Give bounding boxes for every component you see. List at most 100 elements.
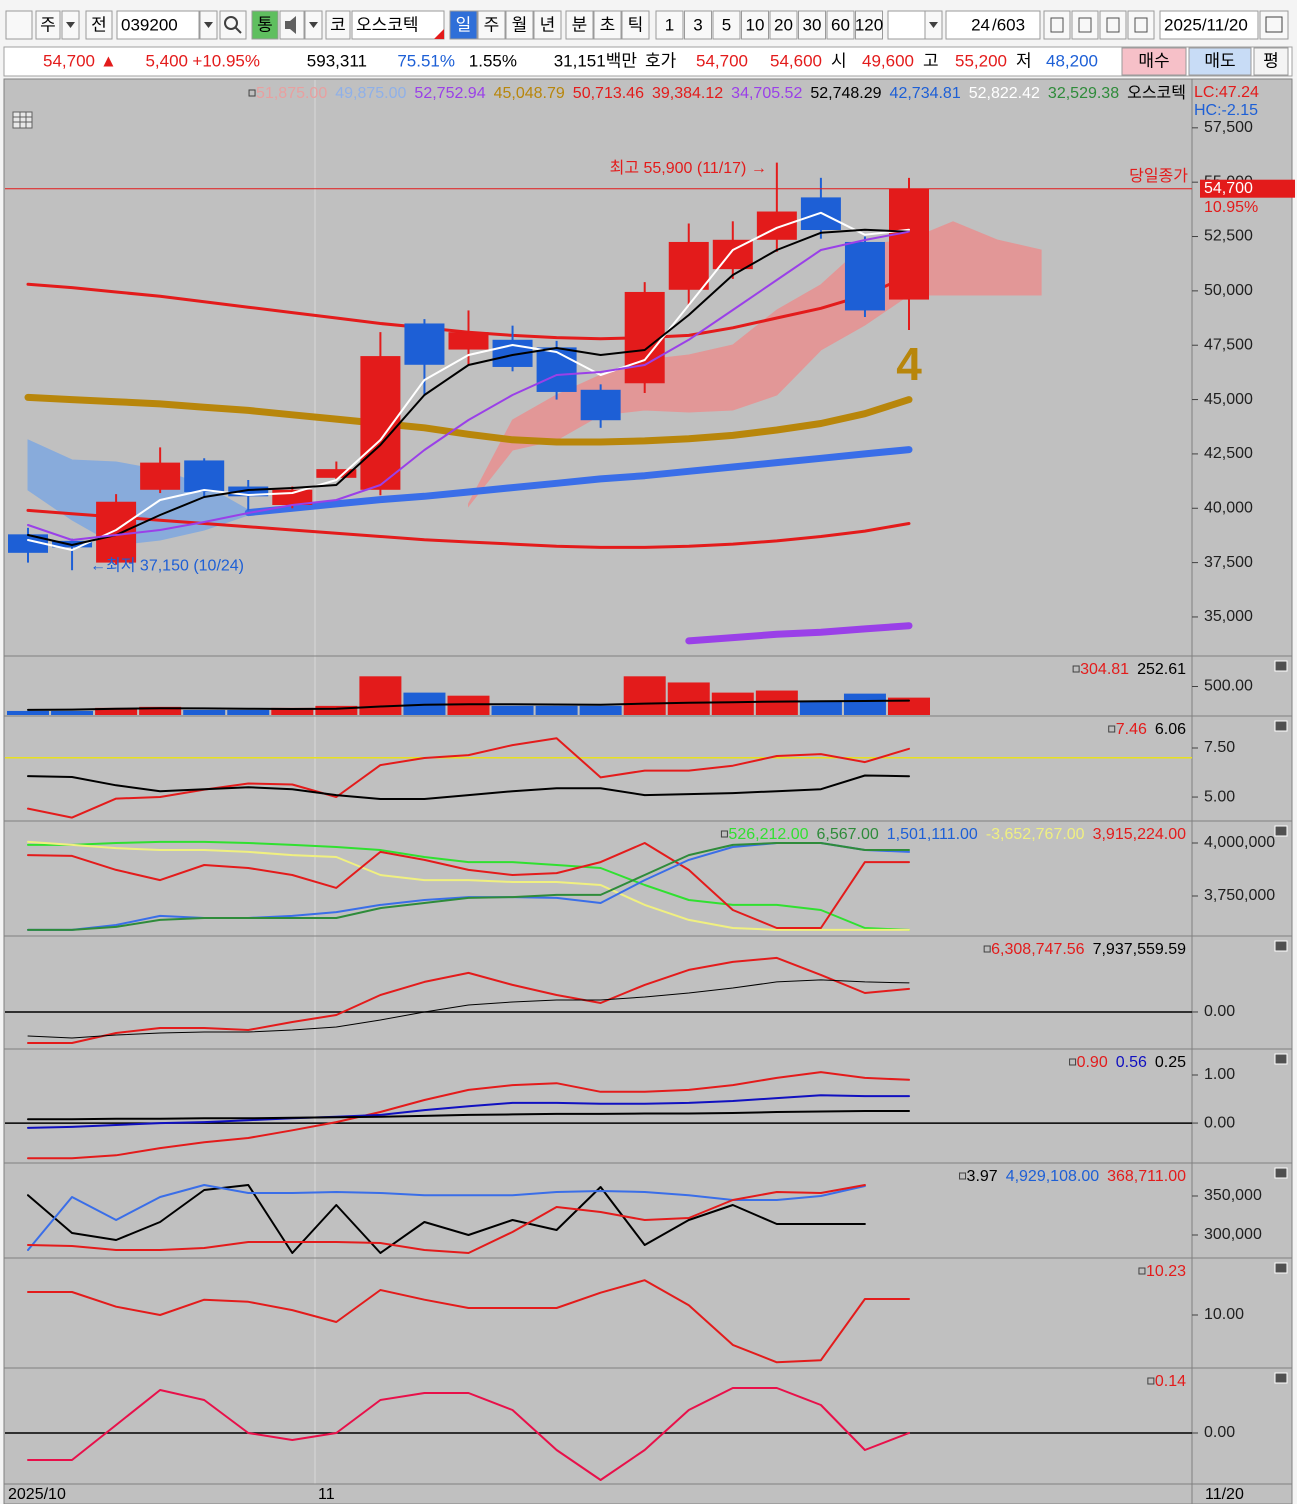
high-annotation: 최고 55,900 (11/17) → xyxy=(610,159,767,177)
y-tick-label: 45,000 xyxy=(1204,391,1253,408)
y-tick-label: 52,500 xyxy=(1204,228,1253,245)
panel-button[interactable] xyxy=(1274,1262,1288,1274)
toolbar-label[interactable]: 30 xyxy=(803,15,822,34)
candle-body xyxy=(404,323,445,365)
trade-button[interactable] xyxy=(1253,47,1289,76)
toolbar-button[interactable] xyxy=(477,10,506,40)
legend-value: 304.81 xyxy=(1080,661,1129,678)
tool-icon[interactable] xyxy=(1071,10,1099,40)
toolbar-label[interactable]: 주 xyxy=(40,15,56,34)
toolbar-label[interactable]: 20 xyxy=(774,15,793,34)
toolbar-button[interactable] xyxy=(533,10,562,40)
trade-button[interactable] xyxy=(1188,47,1252,76)
toolbar-button[interactable] xyxy=(712,10,741,40)
y-tick-label: 40,000 xyxy=(1204,499,1253,516)
toolbar-label[interactable]: 분 xyxy=(572,15,588,34)
toolbar-button[interactable] xyxy=(798,10,826,40)
toolbar-label[interactable]: 년 xyxy=(540,15,556,34)
indicator-line xyxy=(27,842,910,931)
y-tick-label: 7.50 xyxy=(1204,739,1235,756)
toolbar-label[interactable]: 10 xyxy=(746,15,765,34)
quote-field: 54,600 xyxy=(770,51,822,70)
tool-icon[interactable] xyxy=(1099,10,1127,40)
toolbar-button[interactable] xyxy=(565,10,594,40)
toolbar-label[interactable]: 주 xyxy=(484,15,500,34)
tool-icon[interactable] xyxy=(1043,10,1071,40)
trade-label[interactable]: 매수 xyxy=(1138,51,1169,70)
panel: 57,50055,00052,50050,00047,50045,00042,5… xyxy=(5,84,1295,645)
calendar-button[interactable] xyxy=(1259,10,1289,40)
toolbar-button[interactable] xyxy=(741,10,769,40)
toolbar-label[interactable]: 3 xyxy=(693,15,702,34)
toolbar-button[interactable] xyxy=(593,10,622,40)
toolbar-button[interactable] xyxy=(826,10,855,40)
toolbar-button[interactable] xyxy=(85,10,113,40)
name-box[interactable] xyxy=(351,10,445,40)
trade-button[interactable] xyxy=(1121,47,1187,76)
legend-value: 6.06 xyxy=(1155,721,1186,738)
panel: 4,000,000 3,750,000 3,915,224.00 -3,652,767… xyxy=(4,820,1292,931)
toolbar-label[interactable]: 틱 xyxy=(628,15,644,34)
toolbar-button[interactable] xyxy=(684,10,712,40)
y-tick-label: 37,500 xyxy=(1204,554,1253,571)
panel-button[interactable] xyxy=(1274,1053,1288,1065)
trade-label[interactable]: 평 xyxy=(1263,51,1279,70)
panel-button[interactable] xyxy=(1274,1167,1288,1179)
panel-button[interactable] xyxy=(1274,825,1288,837)
toolbar-button[interactable] xyxy=(116,10,200,40)
toolbar-label[interactable]: 60 xyxy=(831,15,850,34)
quote-field: 시 xyxy=(831,51,847,70)
toolbar-label[interactable]: 전 xyxy=(91,15,107,34)
quote-field: ▲ xyxy=(100,51,117,70)
search-button[interactable] xyxy=(219,10,247,40)
volume-bar xyxy=(491,705,534,715)
toolbar-button[interactable] xyxy=(769,10,798,40)
panel-button[interactable] xyxy=(1274,1372,1288,1384)
toolbar-label[interactable]: 2025/11/20 xyxy=(1164,15,1248,34)
toolbar-label[interactable]: 통 xyxy=(257,15,273,34)
dropdown-arrow xyxy=(204,22,213,28)
quote-field: 저 xyxy=(1016,51,1032,70)
toolbar-button[interactable] xyxy=(621,10,650,40)
indicator-line xyxy=(27,956,910,1044)
toolbar-button[interactable] xyxy=(855,10,883,40)
wave-label: 4 xyxy=(896,338,922,390)
toolbar-label[interactable]: 일 xyxy=(456,15,472,34)
dropdown-arrow xyxy=(66,22,75,28)
toolbar-label[interactable]: 1 xyxy=(665,15,674,34)
toolbar-button[interactable] xyxy=(505,10,534,40)
legend-marker xyxy=(1108,725,1116,733)
grid-icon[interactable] xyxy=(12,111,33,129)
toolbar-button[interactable] xyxy=(449,10,478,40)
toolbar-label[interactable]: 월 xyxy=(512,15,528,34)
legend-value: 7.46 xyxy=(1116,721,1147,738)
volume-bar xyxy=(271,707,314,715)
trade-label[interactable]: 매도 xyxy=(1204,51,1235,70)
indicator-line xyxy=(27,840,910,931)
panel-button[interactable] xyxy=(1274,660,1288,672)
toolbar-label[interactable]: 코 xyxy=(330,15,346,34)
count-box[interactable] xyxy=(945,10,1041,40)
toolbar-button[interactable] xyxy=(251,10,279,40)
tool-icon[interactable] xyxy=(1127,10,1155,40)
candle-body xyxy=(844,241,885,311)
candle-body xyxy=(580,389,621,421)
toolbar-button[interactable] xyxy=(1159,10,1259,40)
toolbar-label[interactable]: 039200 xyxy=(121,15,178,34)
toolbar-button[interactable] xyxy=(655,10,684,40)
toolbar-label[interactable]: 5 xyxy=(722,15,731,34)
toolbar-icon[interactable] xyxy=(5,10,33,40)
candle-body xyxy=(228,486,269,497)
toolbar-label[interactable]: 120 xyxy=(855,15,883,34)
toolbar-label[interactable]: 초 xyxy=(600,15,616,34)
toolbar-button[interactable] xyxy=(325,10,351,40)
toolbar-button[interactable] xyxy=(35,10,61,40)
candle-body xyxy=(712,239,753,270)
panel-button[interactable] xyxy=(1274,720,1288,732)
quote-field: 48,200 xyxy=(1046,51,1098,70)
x-tick-label: 2025/10 xyxy=(8,1486,66,1503)
quote-field: 고 xyxy=(923,51,939,70)
legend-value: 10.23 xyxy=(1146,1263,1186,1280)
panel-button[interactable] xyxy=(1274,940,1288,952)
